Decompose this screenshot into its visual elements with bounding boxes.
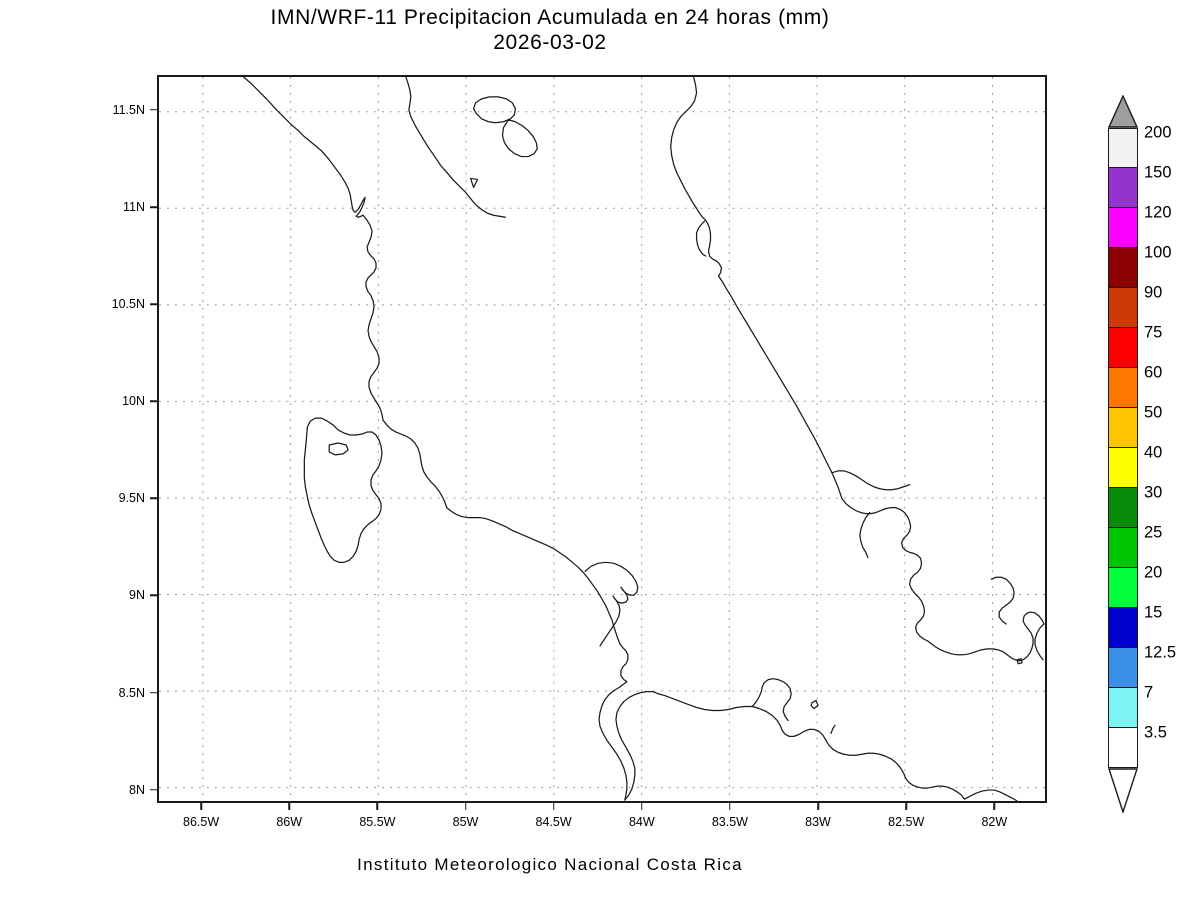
colorbar-under-arrow [1108, 768, 1138, 813]
colorbar-band-15[interactable] [1108, 608, 1138, 648]
colorbar-band-3.5[interactable] [1108, 728, 1138, 768]
title-line-1: IMN/WRF-11 Precipitacion Acumulada en 24… [270, 6, 830, 29]
y-tick-label: 8N [129, 782, 145, 797]
colorbar-label-150: 150 [1144, 163, 1172, 182]
colorbar-label-200: 200 [1144, 123, 1172, 142]
colorbar-label-60: 60 [1144, 363, 1163, 382]
x-tick-mark [729, 803, 731, 810]
colorbar-label-100: 100 [1144, 243, 1172, 262]
colorbar-label-40: 40 [1144, 443, 1163, 462]
x-tick-label: 83.5W [711, 815, 748, 829]
colorbar-band-120[interactable] [1108, 208, 1138, 248]
colorbar-label-15: 15 [1144, 603, 1163, 622]
y-tick-mark [150, 691, 157, 694]
colorbar-band-60[interactable] [1108, 368, 1138, 408]
x-tick-label: 83W [805, 815, 831, 829]
map-plot-area[interactable] [157, 75, 1047, 803]
x-tick-mark [905, 803, 907, 810]
x-tick-label: 85.5W [359, 815, 396, 829]
x-tick-mark [288, 803, 290, 810]
y-tick-label: 8.5N [118, 685, 145, 700]
x-tick-mark [641, 803, 643, 810]
colorbar-label-75: 75 [1144, 323, 1163, 342]
y-tick-label: 10N [122, 394, 145, 409]
x-tick-label: 82W [981, 815, 1008, 829]
x-tick-label: 84.5W [535, 815, 572, 829]
title-line-2: 2026-03-02 [493, 30, 607, 54]
y-tick-label: 10.5N [111, 297, 145, 312]
colorbar-band-75[interactable] [1108, 328, 1138, 368]
colorbar-band-100[interactable] [1108, 248, 1138, 288]
x-tick-label: 86W [276, 815, 303, 829]
x-tick-label: 85W [452, 815, 479, 829]
x-tick-label: 86.5W [183, 815, 220, 829]
colorbar-band-12.5[interactable] [1108, 648, 1138, 688]
colorbar-label-120: 120 [1144, 203, 1172, 222]
y-tick-label: 11.5N [112, 102, 145, 117]
figure-footer: Instituto Meteorologico Nacional Costa R… [357, 855, 743, 874]
y-tick-mark [150, 303, 157, 305]
colorbar-band-20[interactable] [1108, 568, 1138, 608]
y-tick-mark [150, 497, 157, 500]
x-tick-label: 82.5W [888, 815, 925, 829]
x-tick-mark [464, 803, 467, 810]
x-tick-mark [817, 803, 819, 810]
x-tick-mark [376, 803, 379, 810]
figure-title: IMN/WRF-11 Precipitacion Acumulada en 24… [0, 6, 1100, 56]
y-tick-label: 9.5N [118, 491, 145, 506]
colorbar-band-200[interactable] [1108, 128, 1138, 168]
colorbar-band-7[interactable] [1108, 688, 1138, 728]
x-tick-mark [552, 803, 555, 810]
y-tick-label: 9N [129, 588, 145, 603]
colorbar-label-50: 50 [1144, 403, 1163, 422]
colorbar-label-90: 90 [1144, 283, 1163, 302]
colorbar-label-30: 30 [1144, 483, 1163, 502]
y-tick-label: 11N [122, 200, 145, 214]
y-tick-mark [150, 206, 157, 208]
y-tick-mark [150, 400, 157, 402]
colorbar-band-40[interactable] [1108, 448, 1138, 488]
colorbar-band-25[interactable] [1108, 528, 1138, 568]
colorbar-label-3.5: 3.5 [1144, 723, 1167, 742]
colorbar-band-150[interactable] [1108, 168, 1138, 208]
colorbar-label-12.5: 12.5 [1144, 643, 1177, 662]
colorbar-label-25: 25 [1144, 523, 1163, 542]
colorbar-band-30[interactable] [1108, 488, 1138, 528]
colorbar-legend[interactable]: 200 150 120 100 90 75 60 50 40 30 25 20 … [1108, 95, 1200, 815]
x-tick-mark [200, 803, 202, 810]
colorbar-over-arrow [1108, 95, 1138, 128]
x-tick-mark [993, 803, 996, 810]
colorbar-label-7: 7 [1144, 683, 1154, 702]
x-tick-label: 84W [628, 815, 655, 829]
colorbar-label-20: 20 [1144, 563, 1163, 582]
coastline-overlay [242, 77, 1045, 801]
map-gridlines [159, 77, 1045, 801]
y-tick-mark [150, 594, 157, 597]
y-tick-mark [150, 109, 157, 111]
map-canvas [159, 77, 1045, 801]
colorbar-band-90[interactable] [1108, 288, 1138, 328]
y-tick-mark [150, 788, 157, 791]
colorbar-band-50[interactable] [1108, 408, 1138, 448]
